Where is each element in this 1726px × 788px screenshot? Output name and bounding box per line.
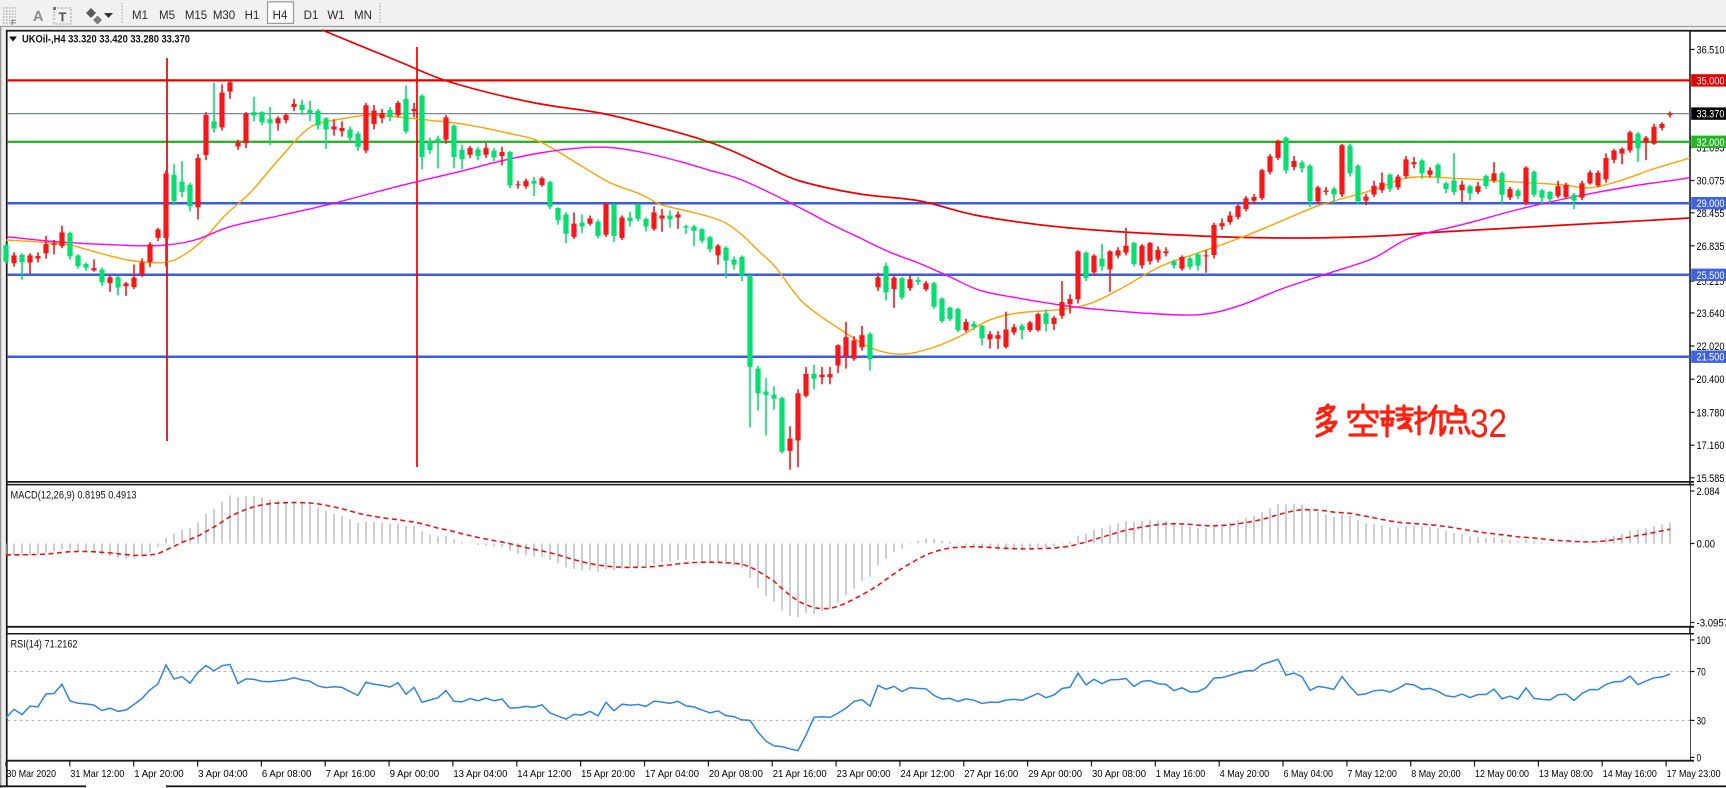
svg-text:24 Apr 12:00: 24 Apr 12:00: [900, 768, 954, 780]
svg-text:25.500: 25.500: [1697, 270, 1725, 282]
svg-text:H1: H1: [245, 10, 260, 22]
svg-text:M15: M15: [185, 10, 207, 22]
svg-text:RSI(14) 71.2162: RSI(14) 71.2162: [11, 639, 78, 651]
svg-text:MACD(12,26,9) 0.8195 0.4913: MACD(12,26,9) 0.8195 0.4913: [11, 490, 137, 502]
svg-text:2.084: 2.084: [1697, 486, 1720, 498]
svg-text:35.000: 35.000: [1697, 75, 1725, 87]
svg-text:9 Apr 00:00: 9 Apr 00:00: [390, 768, 440, 780]
svg-text:14 May 16:00: 14 May 16:00: [1603, 768, 1657, 780]
svg-text:13 Apr 04:00: 13 Apr 04:00: [453, 768, 507, 780]
svg-text:18.780: 18.780: [1697, 407, 1725, 419]
svg-text:30 Mar 2020: 30 Mar 2020: [7, 768, 57, 780]
svg-text:M1: M1: [132, 10, 148, 22]
svg-text:M5: M5: [159, 10, 175, 22]
svg-text:20.400: 20.400: [1697, 374, 1725, 386]
svg-text:8 May 20:00: 8 May 20:00: [1411, 768, 1461, 780]
svg-text:15 Apr 20:00: 15 Apr 20:00: [581, 768, 635, 780]
svg-text:12 May 00:00: 12 May 00:00: [1475, 768, 1529, 780]
svg-text:7 May 12:00: 7 May 12:00: [1347, 768, 1397, 780]
svg-text:MN: MN: [354, 10, 372, 22]
svg-text:17.160: 17.160: [1697, 440, 1725, 452]
svg-text:-3.0957: -3.0957: [1697, 618, 1726, 630]
svg-text:30: 30: [1697, 715, 1706, 727]
svg-text:70: 70: [1697, 667, 1706, 679]
svg-text:30 Apr 08:00: 30 Apr 08:00: [1092, 768, 1146, 780]
svg-text:36.510: 36.510: [1697, 44, 1725, 56]
svg-text:W1: W1: [327, 10, 344, 22]
svg-text:A: A: [33, 9, 44, 25]
svg-text:23.640: 23.640: [1697, 308, 1725, 320]
svg-text:3 Apr 04:00: 3 Apr 04:00: [198, 768, 248, 780]
svg-text:UKOil-,H4 33.320 33.420 33.28: UKOil-,H4 33.320 33.420 33.280 33.370: [22, 33, 190, 45]
svg-text:17 May 23:00: 17 May 23:00: [1667, 768, 1721, 780]
svg-text:21.500: 21.500: [1697, 352, 1725, 364]
svg-text:28.455: 28.455: [1697, 208, 1725, 220]
svg-text:T: T: [59, 10, 67, 25]
svg-text:0: 0: [1697, 752, 1702, 764]
svg-text:32.000: 32.000: [1697, 137, 1725, 149]
svg-text:32: 32: [1470, 402, 1507, 446]
svg-text:15.585: 15.585: [1697, 473, 1725, 485]
svg-text:6 May 04:00: 6 May 04:00: [1284, 768, 1334, 780]
svg-text:1 Apr 20:00: 1 Apr 20:00: [134, 768, 184, 780]
svg-text:27 Apr 16:00: 27 Apr 16:00: [964, 768, 1018, 780]
svg-text:33.370: 33.370: [1697, 109, 1725, 121]
svg-text:H4: H4: [273, 10, 288, 22]
svg-text:21 Apr 16:00: 21 Apr 16:00: [773, 768, 827, 780]
svg-text:0.00: 0.00: [1697, 539, 1716, 551]
svg-text:30.075: 30.075: [1697, 176, 1725, 188]
svg-text:100: 100: [1697, 635, 1711, 647]
svg-text:26.835: 26.835: [1697, 241, 1725, 253]
svg-text:1 May 16:00: 1 May 16:00: [1156, 768, 1206, 780]
svg-text:6 Apr 08:00: 6 Apr 08:00: [262, 768, 312, 780]
svg-text:14 Apr 12:00: 14 Apr 12:00: [517, 768, 571, 780]
svg-text:D1: D1: [304, 10, 319, 22]
svg-text:29.000: 29.000: [1697, 198, 1725, 210]
svg-text:4 May 20:00: 4 May 20:00: [1220, 768, 1270, 780]
svg-text:31 Mar 12:00: 31 Mar 12:00: [70, 768, 124, 780]
svg-text:23 Apr 00:00: 23 Apr 00:00: [837, 768, 891, 780]
svg-text:17 Apr 04:00: 17 Apr 04:00: [645, 768, 699, 780]
svg-text:M30: M30: [213, 10, 235, 22]
svg-text:7 Apr 16:00: 7 Apr 16:00: [326, 768, 376, 780]
svg-text:22.020: 22.020: [1697, 341, 1725, 353]
svg-text:20 Apr 08:00: 20 Apr 08:00: [709, 768, 763, 780]
svg-text:13 May 08:00: 13 May 08:00: [1539, 768, 1593, 780]
svg-text:F: F: [11, 18, 16, 27]
svg-text:29 Apr 00:00: 29 Apr 00:00: [1028, 768, 1082, 780]
